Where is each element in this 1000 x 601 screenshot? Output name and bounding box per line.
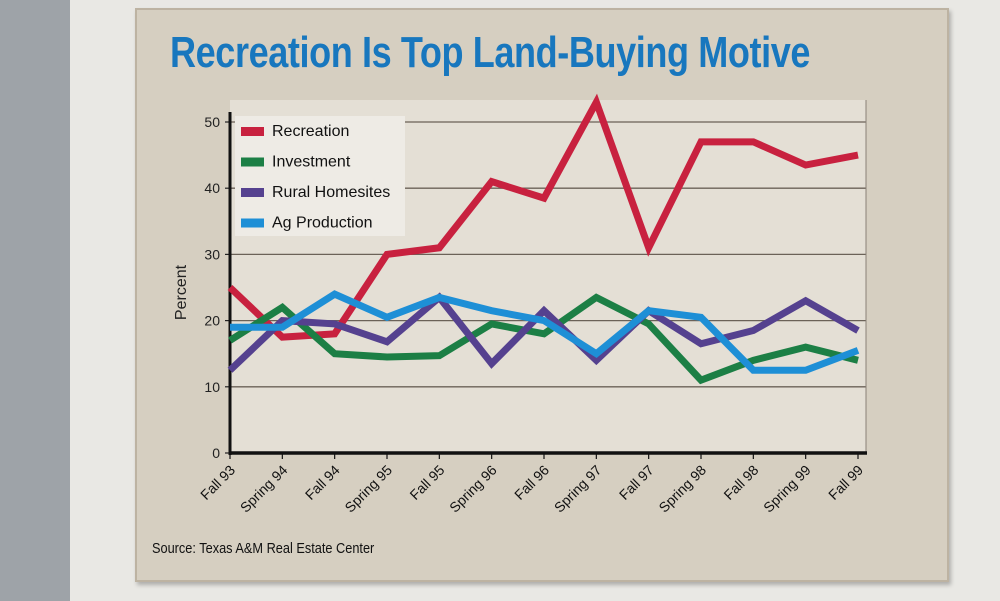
legend: Recreation Investment Rural Homesites Ag Pr… xyxy=(235,116,405,236)
legend-swatch xyxy=(241,157,264,167)
legend-swatch xyxy=(241,218,264,228)
x-tick-label: Fall 99 xyxy=(825,462,866,503)
legend-swatch xyxy=(241,188,264,197)
x-tick-label: Spring 99 xyxy=(760,462,814,516)
x-tick-label: Fall 95 xyxy=(406,462,447,503)
x-tick-label: Spring 94 xyxy=(237,462,291,516)
y-tick-label: 40 xyxy=(204,180,220,196)
series-line-rural-homesites xyxy=(227,292,860,373)
x-tick-label: Fall 98 xyxy=(720,462,761,503)
y-tick-label: 10 xyxy=(204,379,220,395)
x-tick-label: Spring 97 xyxy=(551,462,605,516)
legend-label: Ag Production xyxy=(272,215,373,232)
legend-label: Investment xyxy=(272,154,351,171)
x-tick-label: Fall 94 xyxy=(302,462,343,503)
x-tick-label: Fall 97 xyxy=(616,462,657,503)
chart-title: Recreation Is Top Land-Buying Motive xyxy=(170,28,811,77)
x-tick-label: Spring 98 xyxy=(655,462,709,516)
series-line-recreation xyxy=(227,93,859,341)
y-tick-label: 0 xyxy=(212,445,220,461)
legend-label: Rural Homesites xyxy=(272,184,390,201)
x-tick-label: Fall 96 xyxy=(511,462,552,503)
y-axis-label: Percent xyxy=(173,264,190,320)
series-line-ag-production xyxy=(230,290,860,374)
x-tick-label: Fall 93 xyxy=(197,462,238,503)
series-line-investment xyxy=(228,293,859,385)
y-tick-label: 50 xyxy=(204,114,220,130)
x-tick-label: Spring 96 xyxy=(446,462,500,516)
legend-swatch xyxy=(241,127,264,136)
x-tick-label: Spring 95 xyxy=(341,462,395,516)
source-note: Source: Texas A&M Real Estate Center xyxy=(152,540,375,557)
legend-label: Recreation xyxy=(272,123,349,140)
y-tick-label: 20 xyxy=(204,313,220,329)
y-tick-label: 30 xyxy=(204,246,220,262)
